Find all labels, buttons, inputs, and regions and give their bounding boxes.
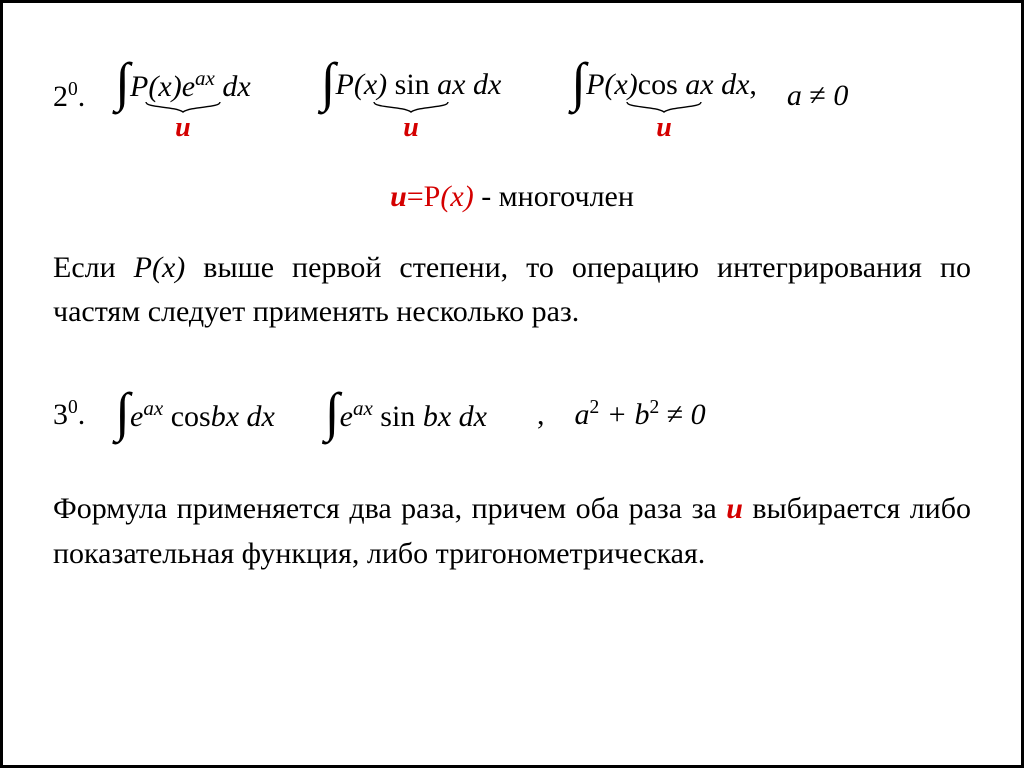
case-2-label: 20. bbox=[53, 63, 85, 114]
def-px: (x) bbox=[440, 180, 473, 213]
integral-sign: ∫ bbox=[325, 391, 340, 434]
para1-px: Р(х) bbox=[134, 251, 186, 284]
u-definition: u=P(x) - многочлен bbox=[53, 180, 971, 214]
integrand-3: P(x)cos ax dx, bbox=[586, 68, 757, 102]
integral-3-expr: ∫ P(x)cos ax dx, bbox=[571, 63, 757, 106]
case2-dot: . bbox=[78, 80, 86, 113]
integral-sign: ∫ bbox=[321, 61, 336, 104]
case3-sup: 0 bbox=[68, 397, 78, 418]
def-eq: =P bbox=[407, 180, 441, 213]
integral-3: ∫ P(x)cos ax dx, u bbox=[571, 63, 757, 144]
paragraph-2: Формула применяется два раза, причем оба… bbox=[53, 486, 971, 576]
integral-sign: ∫ bbox=[571, 61, 586, 104]
case-3-label: 30. bbox=[53, 397, 85, 432]
integral-sign: ∫ bbox=[115, 61, 130, 104]
integrand-1: P(x)eax dx bbox=[130, 66, 251, 104]
integrand-3a: eax cosbx dx bbox=[130, 396, 275, 434]
integral-1: ∫ P(x)eax dx u bbox=[115, 63, 250, 144]
integral-3a: ∫ eax cosbx dx bbox=[115, 393, 275, 436]
para2-pre: Формула применяется два раза, причем оба… bbox=[53, 492, 726, 525]
integral-1-expr: ∫ P(x)eax dx bbox=[115, 63, 250, 106]
def-tail: - многочлен bbox=[474, 180, 634, 213]
para1-a: Если bbox=[53, 251, 134, 284]
para1-b: выше первой степени, то операцию интегри… bbox=[53, 251, 971, 328]
u-label-2: u bbox=[321, 112, 502, 144]
slide-frame: 20. ∫ P(x)eax dx u ∫ P(x) sin ax dx bbox=[0, 0, 1024, 768]
integrand-2: P(x) sin ax dx bbox=[335, 68, 501, 102]
integral-3b: ∫ eax sin bx dx bbox=[325, 393, 487, 436]
case2-base: 2 bbox=[53, 80, 68, 113]
integral-2: ∫ P(x) sin ax dx u bbox=[321, 63, 502, 144]
u-label-3: u bbox=[571, 112, 757, 144]
case-3-row: 30. ∫ eax cosbx dx ∫ eax sin bx dx , a2 … bbox=[53, 393, 971, 436]
case3-comma: , bbox=[537, 398, 545, 431]
case-2-row: 20. ∫ P(x)eax dx u ∫ P(x) sin ax dx bbox=[53, 63, 971, 144]
integral-sign: ∫ bbox=[115, 391, 130, 434]
def-u: u bbox=[390, 180, 407, 213]
case3-dot: . bbox=[78, 398, 86, 431]
para2-u: u bbox=[726, 492, 743, 525]
case-3-condition: , a2 + b2 ≠ 0 bbox=[537, 397, 706, 432]
integral-2-expr: ∫ P(x) sin ax dx bbox=[321, 63, 502, 106]
u-label-1: u bbox=[115, 112, 250, 144]
paragraph-1: Если Р(х) выше первой степени, то операц… bbox=[53, 246, 971, 333]
case2-sup: 0 bbox=[68, 79, 78, 100]
case-2-condition: a ≠ 0 bbox=[787, 63, 848, 113]
integrand-3b: eax sin bx dx bbox=[340, 396, 487, 434]
case3-base: 3 bbox=[53, 398, 68, 431]
